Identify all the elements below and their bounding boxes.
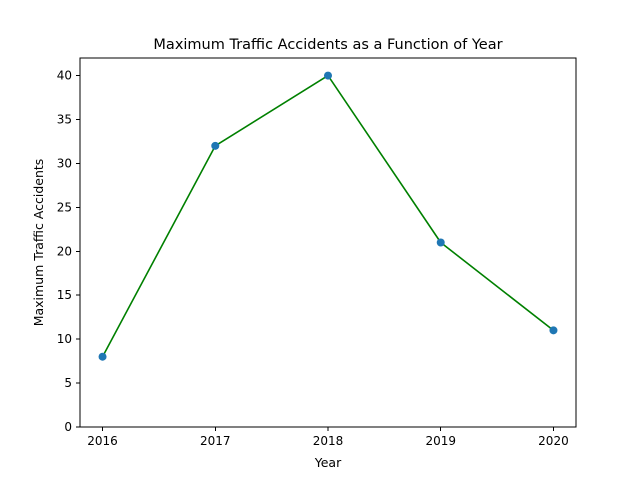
x-axis: 2016 2017 2018 2019 2020 (87, 427, 569, 448)
y-tick-label-20: 20 (57, 244, 72, 258)
data-point-2016 (98, 352, 107, 361)
y-tick-label-40: 40 (57, 69, 72, 83)
x-tick-label-2017: 2017 (200, 434, 231, 448)
data-point-2020 (549, 326, 558, 335)
y-axis-label: Maximum Traffic Accidents (31, 159, 46, 327)
x-axis-label: Year (314, 455, 342, 470)
x-tick-label-2018: 2018 (313, 434, 344, 448)
data-point-2017 (211, 141, 220, 150)
y-tick-label-0: 0 (64, 420, 72, 434)
x-tick-label-2020: 2020 (538, 434, 569, 448)
y-tick-label-35: 35 (57, 113, 72, 127)
y-tick-label-25: 25 (57, 200, 72, 214)
data-point-2019 (436, 238, 445, 247)
y-tick-label-15: 15 (57, 288, 72, 302)
plot-area (98, 71, 558, 361)
y-tick-label-10: 10 (57, 332, 72, 346)
series-line-0 (101, 74, 554, 358)
y-tick-label-30: 30 (57, 156, 72, 170)
data-point-2018 (324, 71, 332, 80)
axes-frame (79, 57, 577, 428)
y-tick-label-5: 5 (64, 376, 72, 390)
x-tick-label-2019: 2019 (425, 434, 456, 448)
x-tick-label-2016: 2016 (87, 434, 118, 448)
chart-title: Maximum Traffic Accidents as a Function … (153, 37, 502, 53)
y-axis: 0 5 10 15 20 25 30 35 40 (57, 69, 80, 434)
